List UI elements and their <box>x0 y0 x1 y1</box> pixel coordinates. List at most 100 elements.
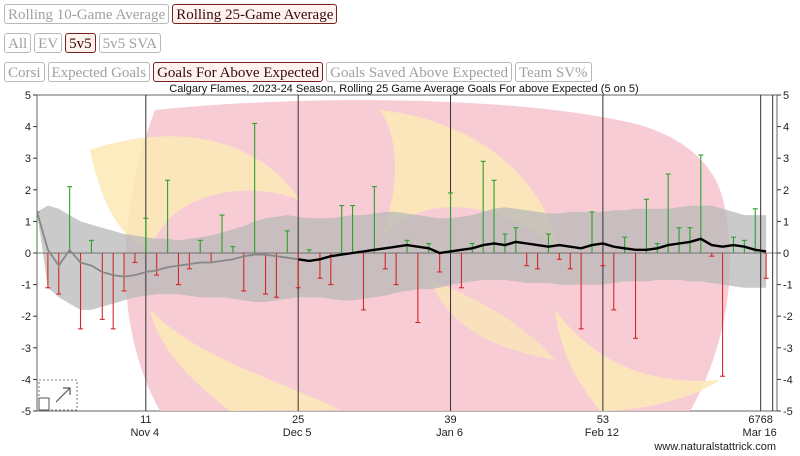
y-tick-label: 3 <box>25 153 31 165</box>
y-tick-label: -4 <box>21 374 31 386</box>
y-tick-label: -1 <box>21 280 31 292</box>
game-bar <box>415 253 421 324</box>
y-tick-label: -3 <box>21 343 31 355</box>
chart-title: Calgary Flames, 2023-24 Season, Rolling … <box>169 83 638 95</box>
game-bar <box>545 233 551 253</box>
y-tick-label-right: 0 <box>783 248 789 260</box>
game-bar <box>556 253 562 260</box>
game-bar <box>56 253 62 295</box>
game-bar <box>273 253 279 298</box>
expand-icon <box>55 387 71 403</box>
game-bar <box>197 239 203 253</box>
game-bar <box>633 253 639 339</box>
x-date-label: Feb 12 <box>585 427 619 439</box>
game-bar <box>78 253 84 330</box>
metric-corsi-button[interactable]: Corsi <box>4 62 45 82</box>
game-bar <box>219 214 225 253</box>
game-bar <box>45 253 51 289</box>
game-bar <box>110 253 116 330</box>
y-tick-label: -2 <box>21 311 31 323</box>
game-bar <box>720 253 726 377</box>
metric-goals-for-above-expected-button[interactable]: Goals For Above Expected <box>153 62 324 82</box>
strength-ev-button[interactable]: EV <box>34 33 63 53</box>
game-bar <box>132 253 138 264</box>
y-tick-label-right: 2 <box>783 185 789 197</box>
window-rolling-25-game-average-button[interactable]: Rolling 25-Game Average <box>172 4 338 24</box>
confidence-band <box>37 205 767 310</box>
game-bar <box>317 253 323 279</box>
x-tick-label: 53 <box>597 414 609 426</box>
x-date-label: Dec 5 <box>283 427 312 439</box>
strength-5v5-sva-button[interactable]: 5v5 SVA <box>98 33 161 53</box>
game-bar <box>241 253 247 292</box>
x-tick-label: 25 <box>292 414 304 426</box>
y-tick-label-right: 3 <box>783 153 789 165</box>
game-bar <box>437 253 443 273</box>
x-tick-label: 39 <box>444 414 456 426</box>
game-bar <box>535 253 541 270</box>
x-date-label: Jan 6 <box>436 427 463 439</box>
game-bar <box>371 186 377 253</box>
y-tick-label: 5 <box>25 90 31 102</box>
y-tick-label-right: -5 <box>783 406 793 418</box>
game-bar <box>665 173 671 253</box>
game-bar <box>752 208 758 253</box>
game-bar <box>524 253 530 267</box>
game-bar <box>350 205 356 253</box>
game-bar <box>382 253 388 270</box>
y-tick-label-right: -3 <box>783 343 793 355</box>
game-bar <box>88 239 94 253</box>
y-tick-label: -5 <box>21 406 31 418</box>
metric-expected-goals-button[interactable]: Expected Goals <box>47 62 151 82</box>
game-bar <box>230 246 236 253</box>
y-tick-label-right: 5 <box>783 90 789 102</box>
game-bar <box>480 160 486 253</box>
game-bar <box>67 186 73 253</box>
rolling-average-line-early <box>37 211 299 278</box>
game-bar <box>600 253 606 267</box>
game-bar <box>37 211 40 253</box>
x-date-label: Mar 16 <box>743 427 777 439</box>
game-bar <box>643 198 649 253</box>
game-bar <box>578 253 584 330</box>
game-bar <box>121 253 127 292</box>
strength-5v5-button[interactable]: 5v5 <box>65 33 96 53</box>
game-bar <box>611 253 617 311</box>
metric-team-sv-button[interactable]: Team SV% <box>515 62 592 82</box>
x-tick-label: 6768 <box>748 414 772 426</box>
game-bar <box>306 249 312 253</box>
zoom-reset-control[interactable] <box>38 379 78 411</box>
game-bar <box>154 253 160 276</box>
game-bar <box>404 239 410 253</box>
y-tick-label-right: -1 <box>783 280 793 292</box>
rolling-average-line <box>298 237 767 263</box>
y-tick-label-right: -4 <box>783 374 793 386</box>
game-bar <box>687 227 693 253</box>
game-bar <box>491 179 497 253</box>
game-bar <box>175 253 181 286</box>
game-bar <box>698 154 704 253</box>
game-bar <box>284 230 290 253</box>
metric-goals-saved-above-expected-button[interactable]: Goals Saved Above Expected <box>326 62 513 82</box>
x-date-label: Nov 4 <box>130 427 159 439</box>
y-tick-label-right: -2 <box>783 311 793 323</box>
y-tick-label: 4 <box>25 122 31 134</box>
strength-all-button[interactable]: All <box>4 33 32 53</box>
metric-buttons: Corsi Expected Goals Goals For Above Expec… <box>4 62 592 82</box>
game-bar <box>393 253 399 286</box>
window-rolling-10-game-average-button[interactable]: Rolling 10-Game Average <box>4 4 170 24</box>
y-tick-label-right: 4 <box>783 122 789 134</box>
game-bar <box>709 253 715 257</box>
game-bar <box>502 233 508 253</box>
game-bar <box>458 253 464 289</box>
game-bar <box>567 253 573 270</box>
y-tick-label: 2 <box>25 185 31 197</box>
game-bar <box>448 192 454 253</box>
game-bar <box>143 217 149 253</box>
y-tick-label-right: 1 <box>783 216 789 228</box>
goals-above-expected-chart: Calgary Flames, 2023-24 Season, Rolling … <box>21 83 793 453</box>
game-bar <box>763 253 769 279</box>
game-bar <box>676 227 682 253</box>
game-bar <box>328 253 334 286</box>
rolling-window-buttons: Rolling 10-Game Average Rolling 25-Game A… <box>4 4 338 24</box>
